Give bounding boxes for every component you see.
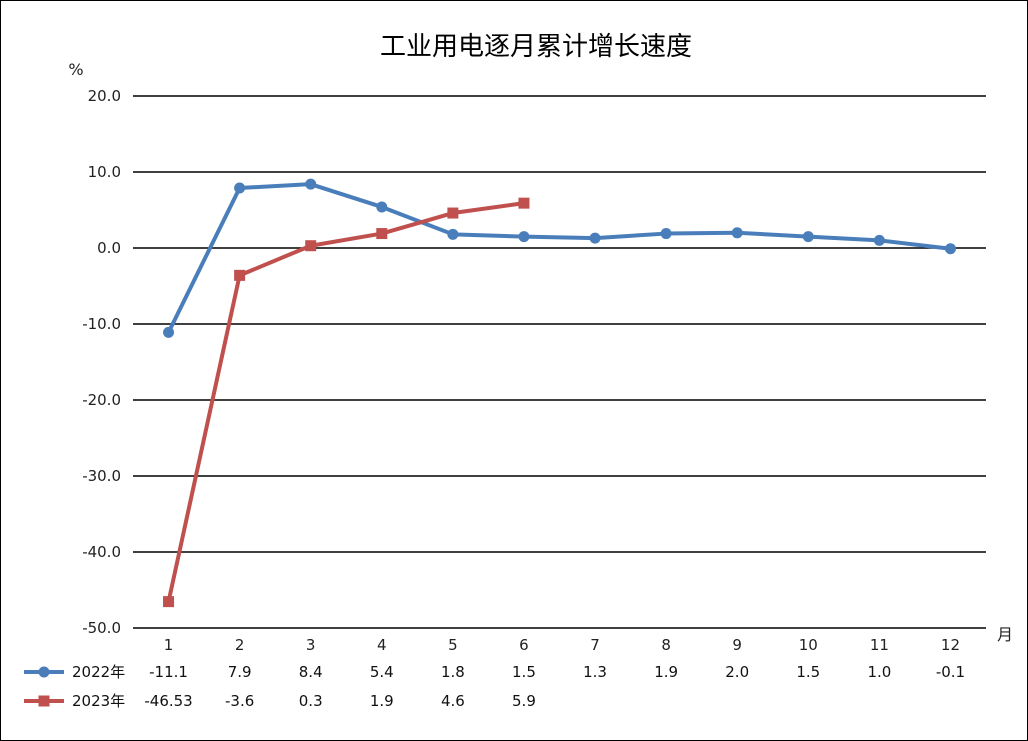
data-label: 1.5: [796, 663, 820, 681]
data-label: 7.9: [228, 663, 252, 681]
x-tick-label: 8: [661, 636, 671, 654]
x-tick-label: 4: [377, 636, 387, 654]
data-label: 1.9: [654, 663, 678, 681]
x-tick-label: 3: [306, 636, 316, 654]
data-label: 1.9: [370, 692, 394, 710]
data-point: [447, 228, 459, 240]
x-tick-label: 6: [519, 636, 529, 654]
data-label: -3.6: [225, 692, 254, 710]
series-line-1: [166, 182, 951, 334]
y-tick-label: 20.0: [88, 87, 121, 105]
x-tick-label: 9: [732, 636, 742, 654]
x-tick-label: 5: [448, 636, 458, 654]
y-tick-label: -40.0: [82, 543, 121, 561]
data-point: [163, 326, 175, 338]
x-axis-ticks: 1 2 3 4 5 6 7 8 9 10 11 12: [164, 636, 960, 654]
series-lines: [163, 178, 956, 608]
data-point: [234, 182, 246, 194]
x-tick-label: 10: [799, 636, 818, 654]
x-tick-label: 1: [164, 636, 174, 654]
data-point: [305, 178, 317, 190]
x-tick-label: 7: [590, 636, 600, 654]
y-tick-label: -20.0: [82, 391, 121, 409]
data-label: -0.1: [936, 663, 965, 681]
data-point: [660, 228, 672, 240]
chart-title: 工业用电逐月累计增长速度: [380, 32, 692, 62]
x-tick-label: 12: [941, 636, 960, 654]
data-label: 2.0: [725, 663, 749, 681]
x-tick-label: 2: [235, 636, 245, 654]
data-label: 1.0: [867, 663, 891, 681]
y-tick-label: 10.0: [88, 163, 121, 181]
y-tick-label: -50.0: [82, 619, 121, 637]
data-point: [163, 596, 175, 608]
data-point: [518, 197, 530, 209]
data-point: [234, 269, 246, 281]
data-label: -46.53: [144, 692, 192, 710]
y-axis-ticks: 20.0 10.0 0.0 -10.0 -20.0 -30.0 -40.0 -50.0: [82, 87, 121, 637]
y-tick-label: 0.0: [97, 239, 121, 257]
series-line-2: [166, 201, 525, 603]
legend-marker: [38, 695, 50, 707]
data-label: 0.3: [299, 692, 323, 710]
y-axis-unit: %: [68, 60, 83, 79]
data-point: [518, 231, 530, 243]
data-label: 1.3: [583, 663, 607, 681]
data-point: [447, 207, 459, 219]
data-table: 2022年 -11.1 7.9 8.4 5.4 1.8 1.5 1.3 1.9 2.0 1.5 1.0…: [24, 663, 965, 710]
data-point: [944, 243, 956, 255]
data-label: 8.4: [299, 663, 323, 681]
legend-label: 2022年: [72, 663, 125, 681]
data-point: [802, 231, 814, 243]
data-point: [305, 240, 317, 252]
data-label: 1.5: [512, 663, 536, 681]
data-point: [731, 227, 743, 239]
legend-label: 2023年: [72, 692, 125, 710]
x-axis-unit: 月: [997, 625, 1013, 644]
data-label: 5.4: [370, 663, 394, 681]
data-point: [376, 228, 388, 240]
data-point: [589, 232, 601, 244]
y-tick-label: -30.0: [82, 467, 121, 485]
legend-marker: [38, 666, 50, 678]
data-label: 5.9: [512, 692, 536, 710]
data-label: 1.8: [441, 663, 465, 681]
gridlines: [133, 95, 986, 629]
data-point: [376, 201, 388, 213]
data-point: [873, 234, 885, 246]
x-tick-label: 11: [870, 636, 889, 654]
y-tick-label: -10.0: [82, 315, 121, 333]
data-label: 4.6: [441, 692, 465, 710]
data-label: -11.1: [149, 663, 188, 681]
